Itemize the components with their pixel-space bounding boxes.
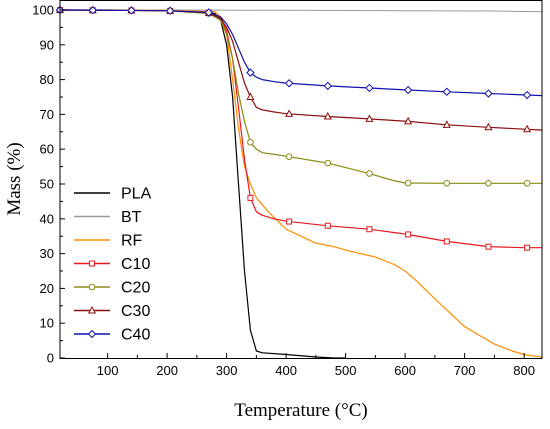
series-line-c30 xyxy=(59,9,543,131)
legend: PLA BT RF C10 C20 C30 C40 xyxy=(74,186,152,344)
series-rf xyxy=(59,9,543,358)
data-point-c30-7 xyxy=(323,111,332,120)
data-point-c10-9 xyxy=(405,231,412,238)
legend-label-c40: C40 xyxy=(121,327,150,344)
legend-item-bt: BT xyxy=(74,209,142,226)
x-tick-label-400: 400 xyxy=(275,363,297,378)
data-point-c40-10 xyxy=(442,87,451,96)
y-tick-label-20: 20 xyxy=(40,281,54,296)
y-tick-label-70: 70 xyxy=(40,107,54,122)
data-point-c40-8 xyxy=(365,83,374,93)
y-tick-label-10: 10 xyxy=(40,316,54,331)
legend-marker-c20 xyxy=(88,283,96,291)
x-axis-title: Temperature (°C) xyxy=(234,400,367,421)
x-tick-label-700: 700 xyxy=(454,363,476,378)
y-tick-label-0: 0 xyxy=(47,351,54,366)
x-tick-label-100: 100 xyxy=(97,363,119,378)
data-point-c30-9 xyxy=(404,116,413,125)
legend-label-c10: C10 xyxy=(121,256,150,273)
data-point-c30-8 xyxy=(365,114,374,122)
data-point-c40-1 xyxy=(88,6,97,15)
data-point-c20-7 xyxy=(324,159,332,167)
data-point-c10-6 xyxy=(286,218,293,225)
legend-item-c20: C20 xyxy=(74,280,150,297)
series-c40 xyxy=(55,5,543,100)
data-point-c30-6 xyxy=(285,109,294,117)
x-tick-label-800: 800 xyxy=(513,363,535,378)
data-point-c30-5 xyxy=(246,92,255,100)
data-point-c20-6 xyxy=(285,153,293,160)
legend-label-pla: PLA xyxy=(121,186,152,203)
x-tick-label-600: 600 xyxy=(394,363,416,378)
y-tick-label-60: 60 xyxy=(40,142,54,157)
legend-label-c30: C30 xyxy=(121,303,150,320)
legend-marker-c30 xyxy=(87,305,97,314)
data-point-c10-8 xyxy=(366,226,373,233)
x-tick-label-500: 500 xyxy=(335,363,357,378)
series-layer xyxy=(55,5,543,359)
data-point-c10-12 xyxy=(524,244,531,251)
y-axis-title: Mass (%) xyxy=(4,142,25,215)
data-point-c40-11 xyxy=(484,89,493,98)
series-line-pla xyxy=(60,9,346,359)
y-tick-label-40: 40 xyxy=(40,211,54,226)
legend-label-rf: RF xyxy=(121,233,143,250)
data-point-c40-4 xyxy=(204,8,213,17)
data-point-c20-9 xyxy=(404,179,412,187)
legend-marker-c40 xyxy=(87,329,97,339)
legend-marker-c10 xyxy=(89,260,95,267)
x-tick-label-200: 200 xyxy=(156,363,178,378)
data-point-c30-12 xyxy=(523,124,532,133)
legend-item-pla: PLA xyxy=(74,186,152,203)
axis-layer: 100 200 300 400 500 600 700 800 0 10 20 30 40 50 60 70 8… xyxy=(32,3,535,379)
data-point-c20-12 xyxy=(523,180,531,187)
legend-item-rf: RF xyxy=(74,233,143,250)
data-point-c40-2 xyxy=(127,6,136,15)
data-point-c40-12 xyxy=(522,90,532,100)
data-point-c30-10 xyxy=(442,120,451,128)
series-line-rf xyxy=(59,9,543,358)
series-c30 xyxy=(55,5,543,133)
series-line-c40 xyxy=(59,9,543,97)
data-point-c10-11 xyxy=(485,243,492,250)
data-point-c30-11 xyxy=(484,122,493,131)
y-tick-label-100: 100 xyxy=(32,3,54,18)
data-point-c40-7 xyxy=(323,81,332,91)
data-point-c40-6 xyxy=(284,79,294,88)
y-tick-label-30: 30 xyxy=(40,246,54,261)
data-point-c10-7 xyxy=(324,222,331,229)
plot-frame xyxy=(59,0,543,359)
legend-label-c20: C20 xyxy=(121,280,150,297)
data-point-c20-5 xyxy=(247,138,254,146)
y-tick-label-80: 80 xyxy=(40,72,54,87)
legend-item-c10: C10 xyxy=(74,256,150,273)
series-pla xyxy=(60,9,346,359)
data-point-c10-5 xyxy=(247,194,254,201)
y-tick-label-50: 50 xyxy=(40,177,54,192)
data-point-c40-9 xyxy=(403,85,413,95)
legend-label-bt: BT xyxy=(121,209,142,226)
series-c20 xyxy=(56,6,542,187)
data-point-c20-8 xyxy=(366,170,373,177)
x-tick-label-300: 300 xyxy=(216,363,238,378)
legend-item-c40: C40 xyxy=(74,327,150,344)
y-tick-label-90: 90 xyxy=(40,37,54,52)
data-point-c40-3 xyxy=(165,6,175,16)
series-line-c20 xyxy=(59,9,542,184)
data-point-c10-10 xyxy=(443,238,450,245)
data-point-c20-11 xyxy=(485,180,492,187)
data-point-c20-10 xyxy=(443,180,451,187)
legend-item-c30: C30 xyxy=(74,303,150,320)
data-point-c40-5 xyxy=(246,68,255,77)
